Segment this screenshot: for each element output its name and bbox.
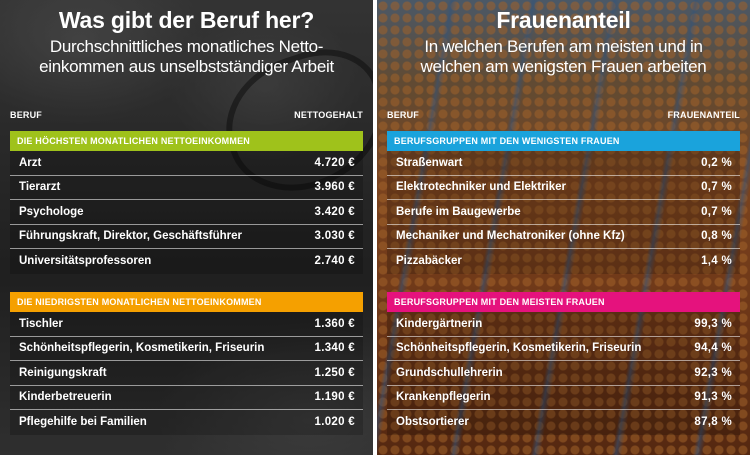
stethoscope-photo-background (0, 0, 373, 455)
table-row: Führungskraft, Direktor, Geschäftsführer… (10, 225, 363, 249)
apple-sorting-photo-background (377, 0, 750, 455)
lowest-income-section: DIE NIEDRIGSTEN MONATLICHEN NETTOEINKOMM… (10, 292, 363, 435)
fewest-women-section: BERUFSGRUPPEN MIT DEN WENIGSTEN FRAUEN S… (387, 131, 740, 274)
section-title-bar: BERUFSGRUPPEN MIT DEN WENIGSTEN FRAUEN (387, 131, 740, 151)
women-share-subtitle: In welchen Berufen am meisten und in wel… (420, 37, 707, 76)
table-row: Kindergärtnerin 99,3 % (387, 312, 740, 337)
table-row: Pflegehilfe bei Familien 1.020 € (19, 416, 355, 428)
women-share-title: Frauenanteil (496, 7, 631, 33)
table-row: Grundschullehrerin 92,3 % (387, 361, 740, 386)
table-row: Mechaniker und Mechatroniker (ohne Kfz) 0… (387, 225, 740, 249)
section-title-bar: DIE HÖCHSTEN MONATLICHEN NETTOEINKOMMEN (10, 131, 363, 151)
table-row: Elektrotechniker und Elektriker 0,7 % (387, 176, 740, 200)
table-row: Berufe im Baugewerbe 0,7 % (387, 200, 740, 225)
table-row: Obstsortierer 87,8 % (396, 416, 732, 428)
table-row: Universitätsprofessoren 2.740 € (19, 255, 355, 267)
table-row: Pizzabäcker 1,4 % (396, 255, 732, 267)
column-header-frauenanteil: FRAUENANTEIL (667, 110, 740, 120)
section-title-bar: DIE NIEDRIGSTEN MONATLICHEN NETTOEINKOMM… (10, 292, 363, 312)
most-women-rows: Kindergärtnerin 99,3 % Schönheitspflegeri… (387, 312, 740, 435)
income-title: Was gibt der Beruf her? (58, 7, 315, 33)
women-share-column-headers: BERUF FRAUENANTEIL (387, 110, 740, 120)
column-header-beruf: BERUF (10, 110, 42, 120)
table-row: Tierarzt 3.960 € (10, 176, 363, 200)
most-women-section: BERUFSGRUPPEN MIT DEN MEISTEN FRAUEN Kin… (387, 292, 740, 435)
women-share-panel: Frauenanteil In welchen Berufen am meist… (377, 0, 750, 455)
table-row: Arzt 4.720 € (10, 151, 363, 176)
table-row: Psychologe 3.420 € (10, 200, 363, 225)
table-row: Tischler 1.360 € (10, 312, 363, 337)
table-row: Krankenpflegerin 91,3 % (387, 386, 740, 410)
income-panel: Was gibt der Beruf her? Durchschnittlich… (0, 0, 373, 455)
column-header-nettogehalt: NETTOGEHALT (294, 110, 363, 120)
table-row: Schönheitspflegerin, Kosmetikerin, Frise… (10, 337, 363, 361)
women-share-header: Frauenanteil In welchen Berufen am meist… (377, 6, 750, 77)
table-row: Reinigungskraft 1.250 € (10, 361, 363, 386)
column-header-beruf: BERUF (387, 110, 419, 120)
income-column-headers: BERUF NETTOGEHALT (10, 110, 363, 120)
income-header: Was gibt der Beruf her? Durchschnittlich… (0, 6, 373, 77)
income-subtitle: Durchschnittliches monatliches Netto- ei… (39, 37, 334, 76)
table-row: Straßenwart 0,2 % (387, 151, 740, 176)
highest-income-section: DIE HÖCHSTEN MONATLICHEN NETTOEINKOMMEN … (10, 131, 363, 274)
table-row: Schönheitspflegerin, Kosmetikerin, Frise… (387, 337, 740, 361)
lowest-income-rows: Tischler 1.360 € Schönheitspflegerin, Kos… (10, 312, 363, 435)
fewest-women-rows: Straßenwart 0,2 % Elektrotechniker und El… (387, 151, 740, 274)
table-row: Kinderbetreuerin 1.190 € (10, 386, 363, 410)
section-title-bar: BERUFSGRUPPEN MIT DEN MEISTEN FRAUEN (387, 292, 740, 312)
highest-income-rows: Arzt 4.720 € Tierarzt 3.960 € Psychologe 3.… (10, 151, 363, 274)
